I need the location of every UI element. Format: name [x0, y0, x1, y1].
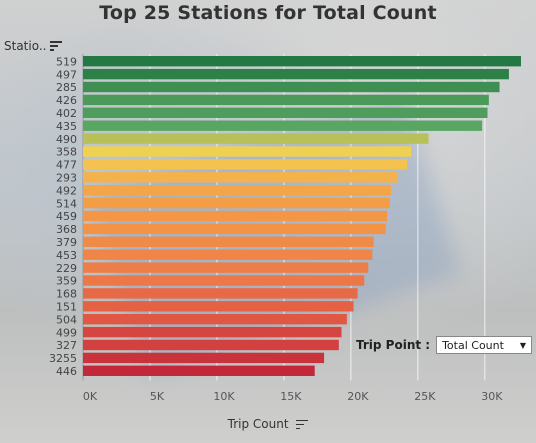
bar-446[interactable]: [83, 365, 315, 376]
x-sort-icon[interactable]: [296, 419, 309, 430]
trip-point-filter: Trip Point : Total Count ▼: [356, 336, 533, 354]
category-label[interactable]: 435: [56, 120, 77, 133]
category-label[interactable]: 426: [56, 94, 77, 107]
x-tick-label: 15K: [280, 390, 302, 403]
bar-477[interactable]: [83, 159, 408, 170]
bar-229[interactable]: [83, 262, 369, 273]
category-label[interactable]: 492: [56, 184, 77, 197]
category-label[interactable]: 490: [56, 133, 77, 146]
x-tick-label: 30K: [481, 390, 503, 403]
category-label[interactable]: 168: [56, 288, 77, 301]
bar-514[interactable]: [83, 197, 390, 209]
bar-504[interactable]: [83, 314, 347, 325]
bar-490[interactable]: [83, 133, 429, 144]
bar-459[interactable]: [83, 210, 388, 222]
bar-327[interactable]: [83, 339, 339, 351]
category-label[interactable]: 519: [56, 55, 77, 68]
bar-453[interactable]: [83, 249, 373, 260]
category-label[interactable]: 3255: [49, 352, 77, 365]
category-label[interactable]: 285: [56, 81, 77, 94]
bar-497[interactable]: [83, 68, 509, 80]
x-axis-title[interactable]: Trip Count: [0, 417, 536, 431]
bar-285[interactable]: [83, 81, 500, 93]
category-label[interactable]: 151: [56, 301, 77, 314]
bar-358[interactable]: [83, 146, 412, 157]
category-label[interactable]: 497: [56, 68, 77, 81]
x-tick-label: 10K: [213, 390, 235, 403]
chevron-down-icon: ▼: [519, 340, 527, 350]
bar-359[interactable]: [83, 275, 365, 286]
sort-icon[interactable]: [50, 41, 63, 51]
bar-426[interactable]: [83, 94, 489, 106]
x-tick-label: 0K: [83, 390, 98, 403]
chart-title: Top 25 Stations for Total Count: [99, 2, 437, 24]
category-label[interactable]: 499: [56, 326, 77, 339]
bar-379[interactable]: [83, 236, 374, 247]
bar-3255[interactable]: [83, 352, 325, 364]
y-axis-header[interactable]: Statio..: [4, 39, 63, 53]
category-label[interactable]: 446: [56, 365, 77, 378]
category-label[interactable]: 459: [56, 210, 77, 223]
category-label[interactable]: 477: [56, 159, 77, 172]
category-label[interactable]: 379: [56, 236, 77, 249]
bar-435[interactable]: [83, 120, 483, 131]
x-axis-title-label: Trip Count: [227, 417, 289, 431]
bar-402[interactable]: [83, 107, 488, 118]
dropdown-selected-value: Total Count: [442, 338, 504, 352]
bar-519[interactable]: [83, 56, 521, 67]
category-label[interactable]: 358: [56, 146, 77, 159]
category-label[interactable]: 504: [56, 313, 77, 326]
y-axis-header-label: Statio..: [4, 39, 47, 53]
bar-499[interactable]: [83, 326, 342, 338]
category-label[interactable]: 327: [56, 339, 77, 352]
bar-293[interactable]: [83, 172, 398, 183]
bar-492[interactable]: [83, 185, 392, 196]
category-label[interactable]: 368: [56, 223, 77, 236]
x-tick-label: 5K: [150, 390, 165, 403]
category-label[interactable]: 402: [56, 107, 77, 120]
filter-label: Trip Point :: [356, 338, 431, 352]
category-label[interactable]: 453: [56, 249, 77, 262]
x-tick-label: 20K: [347, 390, 369, 403]
x-tick-label: 25K: [414, 390, 436, 403]
bar-151[interactable]: [83, 301, 354, 312]
category-label[interactable]: 514: [56, 197, 77, 210]
bar-168[interactable]: [83, 288, 358, 299]
trip-point-dropdown[interactable]: Total Count ▼: [436, 336, 533, 354]
category-label[interactable]: 359: [56, 275, 77, 288]
category-label[interactable]: 229: [56, 262, 77, 275]
category-label[interactable]: 293: [56, 172, 77, 185]
bar-368[interactable]: [83, 223, 386, 235]
